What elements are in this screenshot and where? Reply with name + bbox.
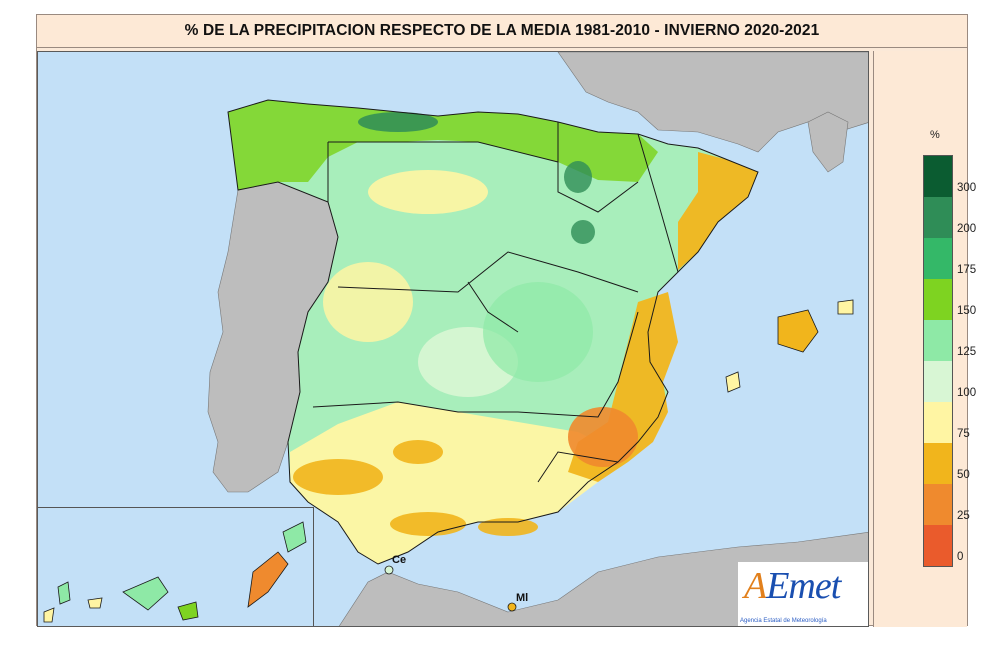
cordoba-orange-zone [393,440,443,464]
legend-panel: % 300 200 175 150 125 100 75 50 25 0 [873,51,976,627]
legend-swatch [924,320,952,361]
legend-swatch [924,443,952,484]
legend-tick-label: 175 [957,263,977,276]
legend-swatch [924,361,952,402]
legend-unit: % [930,129,940,141]
malaga-orange-zone [390,512,466,536]
legend-swatch [924,484,952,525]
aemet-logo-subtitle: Agencia Estatal de Meteorología [740,618,827,624]
andalucia-yellow-zone [290,402,618,564]
north-green-zone [228,100,658,190]
island-land [807,111,849,173]
map-frame: % DE LA PRECIPITACION RESPECTO DE LA MED… [36,14,976,627]
aemet-logo: AEmet Agencia Estatal de Meteorología [738,562,868,626]
castilla-yellow-zone [368,170,488,214]
legend-swatch [924,197,952,238]
legend-tick-label: 0 [957,550,964,563]
west-yellow-zone [323,262,413,342]
legend-tick-label: 25 [957,509,970,522]
murcia-orange-zone [568,407,638,467]
melilla-label: Ml [516,592,529,604]
legend-swatch [924,238,952,279]
navarra-dark-zone [564,161,592,193]
legend-color-bar [923,155,953,567]
menorca-island [837,299,854,315]
africa-land [338,531,868,626]
ibiza-island [725,371,741,393]
france-land [557,52,868,153]
cantabria-dark-zone [358,112,438,132]
map-svg [38,52,868,626]
map-title: % DE LA PRECIPITACION RESPECTO DE LA MED… [37,15,967,48]
huelva-orange-zone [293,459,383,495]
region-borders [227,99,759,565]
legend-tick-label: 100 [957,386,977,399]
legend-tick-label: 75 [957,427,970,440]
legend-tick-label: 125 [957,345,977,358]
legend-tick-label: 200 [957,222,977,235]
legend-swatch [924,156,952,197]
legend-tick-label: 150 [957,304,977,317]
legend-tick-label: 50 [957,468,970,481]
almeria-orange-zone [478,518,538,536]
legend-swatch [924,402,952,443]
catalonia-orange-zone [678,152,758,270]
precipitation-map: Ce Ml AEmet Agencia Estatal de Meteorolo… [37,51,869,627]
aemet-logo-text: AEmet [744,565,841,607]
ceuta-marker [384,565,394,575]
canary-inset-frame [38,507,314,626]
melilla-marker [507,602,517,612]
legend-swatch [924,525,952,566]
soria-dark-zone [571,220,595,244]
center-green-zone [483,282,593,382]
legend-tick-label: 300 [957,181,977,194]
ceuta-label: Ce [392,554,407,566]
legend-swatch [924,279,952,320]
canary-islands-inset [43,521,307,623]
mallorca-island [777,309,819,353]
